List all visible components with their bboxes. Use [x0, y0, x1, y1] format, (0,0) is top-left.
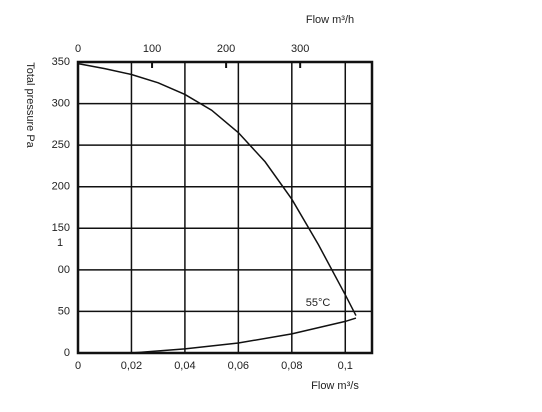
annotation: 1 [57, 237, 63, 249]
x-tick-label: 0,1 [338, 360, 353, 372]
y-tick-label: 150 [52, 222, 70, 234]
y-tick-label: 300 [52, 97, 70, 109]
y-tick-label: 200 [52, 181, 70, 193]
x-tick-label: 0,06 [228, 360, 249, 372]
y-tick-label: 250 [52, 139, 70, 151]
x2-tick-label: 200 [217, 43, 235, 55]
y-tick-label: 50 [58, 305, 70, 317]
x2-tick-label: 100 [143, 43, 161, 55]
x2-tick-label: 0 [75, 43, 81, 55]
x-axis-title: Flow m³/s [311, 380, 359, 392]
x-tick-label: 0,08 [281, 360, 302, 372]
curve [77, 62, 357, 316]
y-tick-label: 0 [64, 347, 70, 359]
y-tick-label: 350 [52, 56, 70, 68]
x-tick-label: 0,04 [174, 360, 195, 372]
y-tick-label: 00 [58, 264, 70, 276]
annotation: 55°C [306, 297, 331, 309]
x-tick-label: 0,02 [121, 360, 142, 372]
x2-tick-label: 300 [291, 43, 309, 55]
x-tick-label: 0 [75, 360, 81, 372]
x2-axis-title: Flow m³/h [306, 14, 354, 26]
y-axis-title: Total pressure Pa [24, 62, 36, 148]
plot-frame [76, 60, 374, 355]
curve [131, 317, 357, 354]
